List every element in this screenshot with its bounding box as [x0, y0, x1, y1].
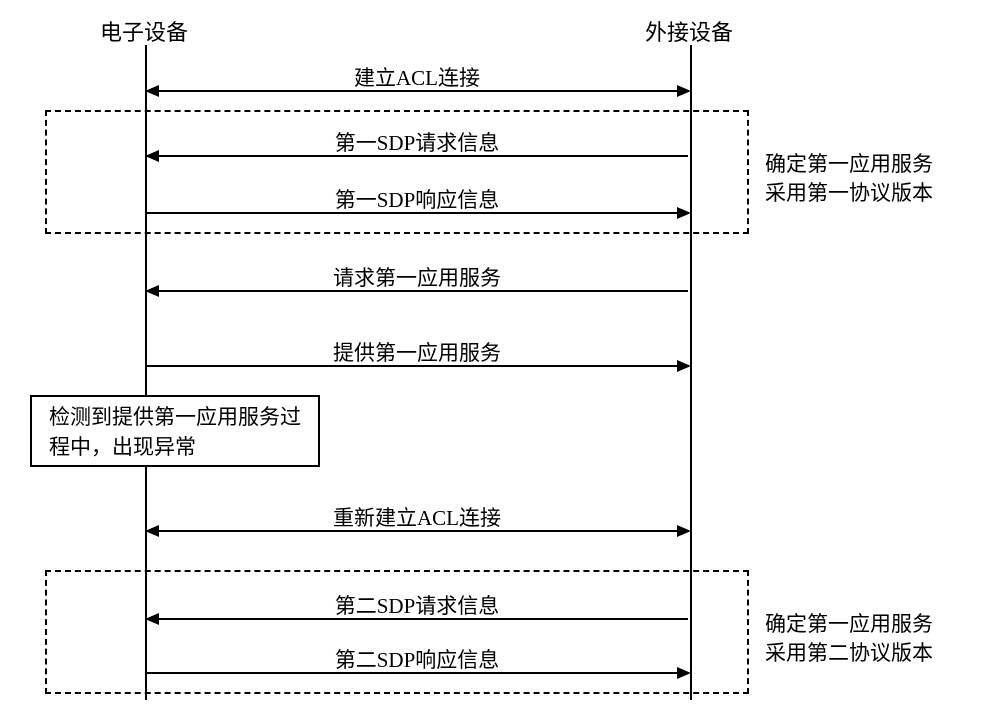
- arrowhead-left-icon: [145, 85, 159, 97]
- actor-left-label: 电子设备: [100, 15, 188, 47]
- side-label-1: 确定第一应用服务 采用第一协议版本: [765, 150, 933, 209]
- arrowhead-right-icon: [677, 85, 691, 97]
- message-line-m8: [147, 672, 688, 674]
- side-label-2-line2: 采用第二协议版本: [765, 641, 933, 665]
- message-line-m4: [147, 290, 688, 292]
- message-label-m1: 建立ACL连接: [354, 62, 480, 92]
- message-line-m1: [147, 90, 688, 92]
- message-line-m2: [147, 155, 688, 157]
- arrowhead-right-icon: [677, 667, 691, 679]
- message-line-m5: [147, 365, 688, 367]
- message-line-m3: [147, 212, 688, 214]
- message-label-m7: 第二SDP请求信息: [335, 590, 500, 620]
- side-label-2-line1: 确定第一应用服务: [765, 612, 933, 636]
- arrowhead-left-icon: [145, 613, 159, 625]
- group-box-2: [45, 570, 749, 694]
- arrowhead-right-icon: [677, 525, 691, 537]
- side-label-1-line1: 确定第一应用服务: [765, 152, 933, 176]
- sequence-diagram: 电子设备 外接设备 确定第一应用服务 采用第一协议版本 确定第一应用服务 采用第…: [0, 0, 1000, 710]
- message-line-m6: [147, 530, 688, 532]
- message-label-m5: 提供第一应用服务: [333, 337, 501, 367]
- arrowhead-left-icon: [145, 150, 159, 162]
- message-label-m3: 第一SDP响应信息: [335, 184, 500, 214]
- arrowhead-right-icon: [677, 207, 691, 219]
- side-label-2: 确定第一应用服务 采用第二协议版本: [765, 610, 933, 669]
- message-label-m4: 请求第一应用服务: [333, 262, 501, 292]
- arrowhead-left-icon: [145, 285, 159, 297]
- exception-note-line2: 程中，出现异常: [49, 435, 196, 459]
- message-label-m6: 重新建立ACL连接: [333, 502, 501, 532]
- actor-right-label: 外接设备: [645, 15, 733, 47]
- side-label-1-line2: 采用第一协议版本: [765, 181, 933, 205]
- arrowhead-left-icon: [145, 525, 159, 537]
- exception-note: 检测到提供第一应用服务过 程中，出现异常: [30, 395, 320, 467]
- message-label-m8: 第二SDP响应信息: [335, 644, 500, 674]
- message-label-m2: 第一SDP请求信息: [335, 127, 500, 157]
- arrowhead-right-icon: [677, 360, 691, 372]
- exception-note-line1: 检测到提供第一应用服务过: [49, 405, 301, 429]
- message-line-m7: [147, 618, 688, 620]
